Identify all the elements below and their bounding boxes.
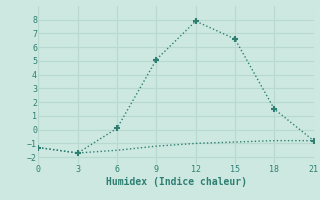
X-axis label: Humidex (Indice chaleur): Humidex (Indice chaleur): [106, 177, 246, 187]
